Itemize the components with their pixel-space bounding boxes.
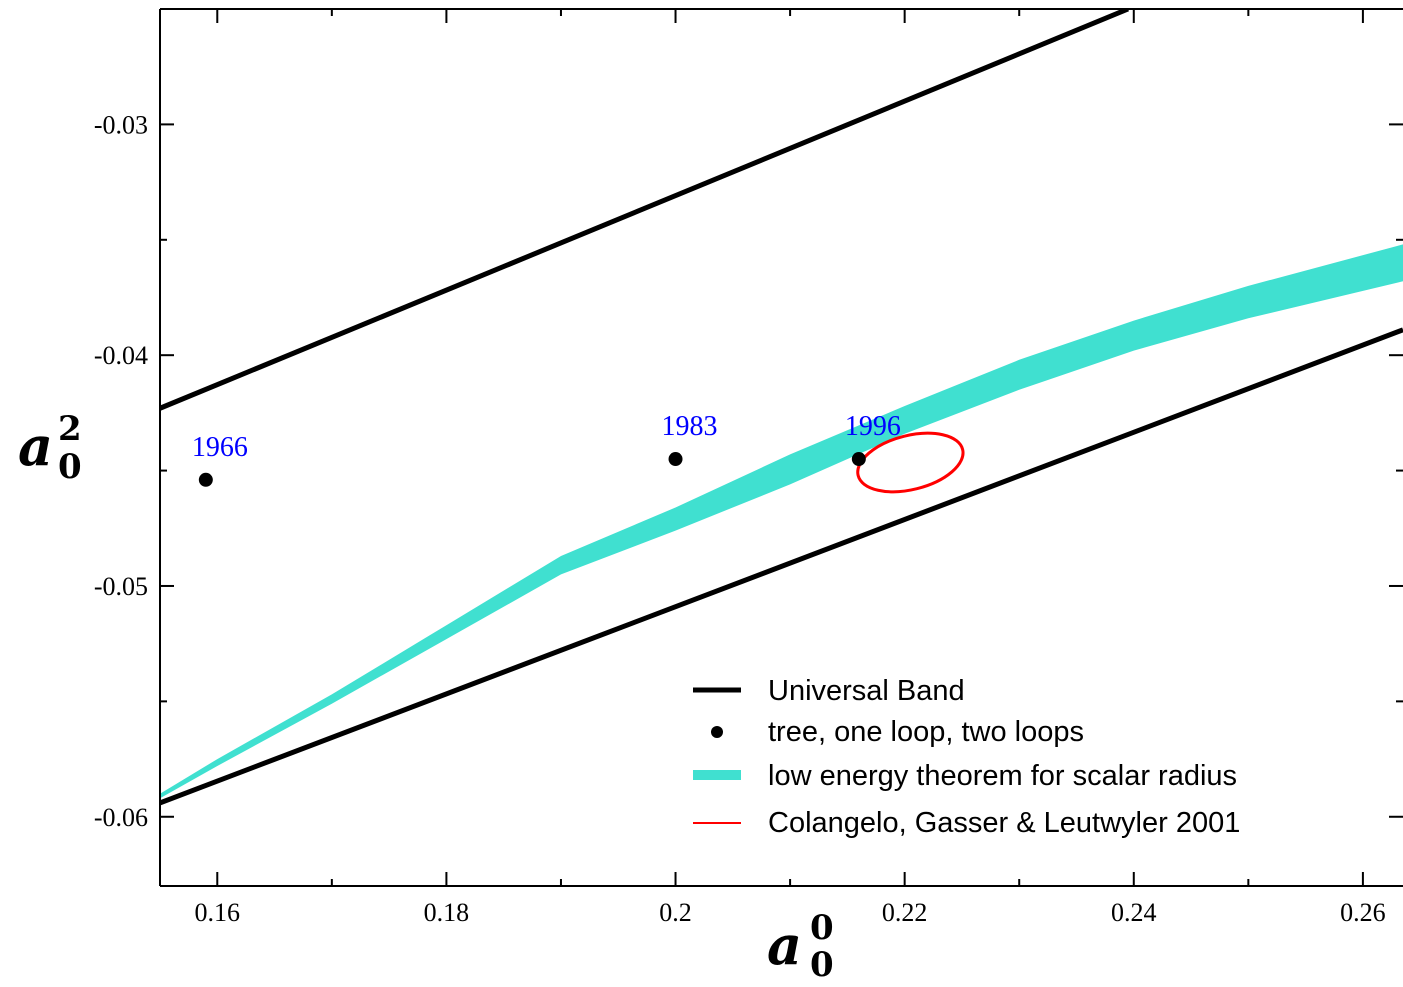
data-points: 1966 1983 1996 [192,411,901,487]
legend-label-ellipse: Colangelo, Gasser & Leutwyler 2001 [768,807,1240,839]
x-tick-label: 0.22 [882,898,928,927]
x-tick-label: 0.2 [659,898,692,927]
legend-label-universal-band: Universal Band [768,675,965,707]
x-axis-title-sub: 0 [810,945,834,982]
x-tick-label: 0.18 [424,898,470,927]
y-axis-title-sup: 2 [58,409,82,449]
legend-label-band: low energy theorem for scalar radius [768,760,1237,792]
legend-label-points: tree, one loop, two loops [768,716,1084,748]
cgl-ellipse [856,431,965,494]
plot-frame [159,8,1403,887]
y-tick-label: -0.03 [94,110,148,139]
data-point-1983 [668,452,683,467]
cgl-2001-ellipse [856,431,965,494]
y-axis-title: a [18,414,53,478]
universal-band-lower-line [160,327,1403,806]
universal-band-lines [160,9,1403,806]
point-label-1966: 1966 [192,432,248,463]
data-point-1996 [851,452,866,467]
point-label-1996: 1996 [845,411,901,442]
scalar-radius-band [160,244,1403,799]
x-tick-label: 0.26 [1340,898,1386,927]
y-tick-label: -0.06 [94,803,148,832]
data-point-1966 [198,472,213,487]
point-label-1983: 1983 [662,411,718,442]
x-tick-label: 0.16 [195,898,241,927]
legend: Universal Band tree, one loop, two loops… [693,675,1240,839]
y-axis-title-sub: 0 [58,447,82,487]
universal-band-upper-line [160,9,1130,411]
axis-ticks: 0.16 0.18 0.2 0.22 0.24 0.26 -0.03 -0.04 -0.05 -0… [94,9,1403,927]
legend-swatch-points [711,726,723,738]
y-tick-label: -0.04 [94,341,148,370]
x-tick-label: 0.24 [1111,898,1157,927]
x-axis-title: a [767,913,802,977]
y-tick-label: -0.05 [94,572,148,601]
band-area [160,244,1403,799]
x-axis-title-sup: 0 [810,908,834,948]
